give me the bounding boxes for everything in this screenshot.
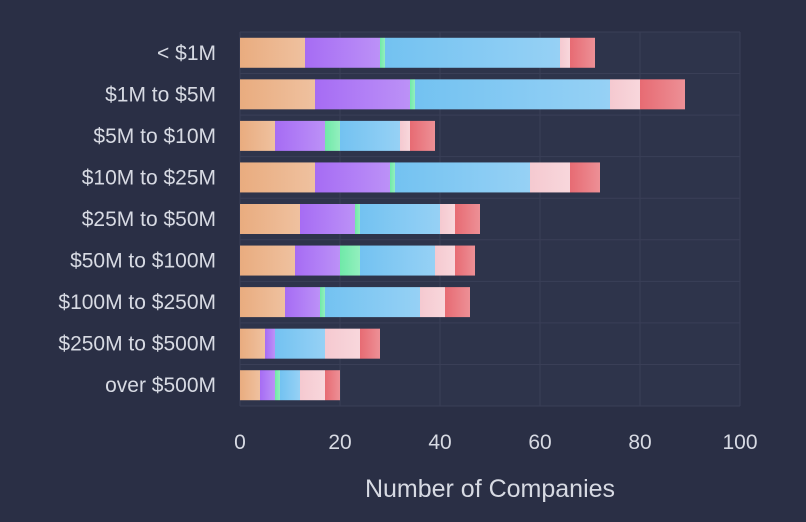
bar-segment (305, 37, 380, 68)
y-tick-label: < $1M (157, 42, 216, 65)
bar-segment (385, 37, 560, 68)
bar-segment (240, 328, 265, 359)
bar-segment (240, 370, 260, 401)
y-tick-label: $10M to $25M (82, 166, 216, 189)
bar-segment (275, 328, 325, 359)
bar-segment (325, 370, 340, 401)
y-tick-label: $100M to $250M (58, 291, 216, 314)
bar-segment (325, 287, 420, 318)
x-tick-label: 40 (428, 431, 451, 454)
bar-segment (440, 204, 455, 234)
bar-segment (395, 162, 530, 193)
bar-segment (340, 120, 400, 151)
bar-segment (325, 120, 340, 151)
y-tick-label: over $500M (105, 374, 216, 397)
y-axis-tick-labels: < $1M $1M to $5M $5M to $10M $10M to $25M $2… (58, 42, 216, 397)
bar-segment (240, 79, 315, 110)
bar-segment (300, 370, 325, 401)
x-axis-title: Number of Companies (365, 475, 615, 503)
bar-segment (285, 287, 320, 318)
bar-segment (400, 120, 410, 151)
bar-segment (360, 245, 435, 276)
bar-segment (260, 370, 275, 401)
bar-segment (435, 245, 455, 276)
bar-segment (315, 79, 410, 110)
bar-segment (380, 37, 385, 68)
x-tick-label: 100 (722, 431, 757, 454)
y-tick-label: $5M to $10M (93, 125, 216, 148)
bar-segment (640, 79, 685, 110)
bar-segment (240, 204, 300, 234)
bar-segment (455, 204, 480, 234)
y-tick-label: $25M to $50M (82, 208, 216, 231)
bar-segment (530, 162, 570, 193)
bar-segment (340, 245, 360, 276)
bar-segment (390, 162, 395, 193)
bar-segment (355, 204, 360, 234)
bar-segment (455, 245, 475, 276)
x-tick-label: 0 (234, 431, 246, 454)
x-tick-label: 60 (528, 431, 551, 454)
bar-segment (610, 79, 640, 110)
bar-segment (265, 328, 275, 359)
bars (240, 37, 685, 401)
bar-segment (445, 287, 470, 318)
bar-segment (360, 204, 440, 234)
x-tick-label: 20 (328, 431, 351, 454)
bar-segment (570, 37, 595, 68)
bar-segment (360, 328, 380, 359)
bar-segment (280, 370, 300, 401)
bar-segment (240, 245, 295, 276)
bar-segment (410, 120, 435, 151)
bar-segment (560, 37, 570, 68)
bar-segment (325, 328, 360, 359)
bar-segment (240, 162, 315, 193)
bar-segment (240, 287, 285, 318)
y-tick-label: $50M to $100M (70, 250, 216, 273)
bar-segment (415, 79, 610, 110)
bar-segment (295, 245, 340, 276)
bar-segment (240, 37, 305, 68)
x-tick-label: 80 (628, 431, 651, 454)
bar-segment (570, 162, 600, 193)
bar-segment (315, 162, 390, 193)
bar-segment (320, 287, 325, 318)
bar-segment (240, 120, 275, 151)
x-axis-tick-labels: 0 20 40 60 80 100 (234, 431, 757, 454)
y-tick-label: $250M to $500M (58, 333, 216, 356)
bar-segment (420, 287, 445, 318)
bar-segment (300, 204, 355, 234)
bar-segment (275, 370, 280, 401)
bar-segment (410, 79, 415, 110)
y-tick-label: $1M to $5M (105, 83, 216, 106)
bar-segment (275, 120, 325, 151)
